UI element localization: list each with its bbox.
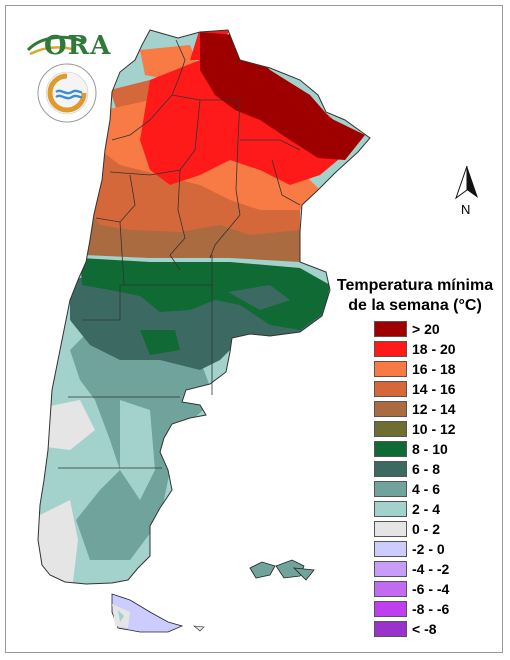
legend-item: 4 - 6	[374, 480, 504, 500]
north-label: N	[461, 202, 471, 217]
legend-label: 12 - 14	[412, 401, 456, 417]
legend-swatch	[374, 541, 407, 557]
smn-emblem-icon	[37, 63, 97, 123]
legend-swatch	[374, 621, 407, 637]
legend-swatch	[374, 441, 407, 457]
legend-label: -6 - -4	[412, 581, 450, 597]
legend-swatch	[374, 581, 407, 597]
legend-label: 2 - 4	[412, 501, 441, 517]
legend-item: 12 - 14	[374, 400, 504, 420]
north-arrow-icon	[455, 165, 478, 200]
legend-item: 8 - 10	[374, 440, 504, 460]
legend-label: 18 - 20	[412, 341, 456, 357]
legend-swatch	[374, 561, 407, 577]
legend-swatch	[374, 401, 407, 417]
malvinas-islands	[249, 559, 315, 581]
legend-swatch	[374, 381, 407, 397]
ora-leaf-icon	[26, 35, 85, 56]
legend-swatch	[374, 481, 407, 497]
legend-items: > 20 18 - 20 16 - 18 14 - 16 12 - 14 10 - 12 8…	[374, 320, 504, 640]
legend-item: 0 - 2	[374, 520, 504, 540]
legend-item: 14 - 16	[374, 380, 504, 400]
smn-logo	[36, 62, 98, 124]
legend-item: 18 - 20	[374, 340, 504, 360]
legend-item: -8 - -6	[374, 600, 504, 620]
legend-title-line1: Temperatura mínima	[336, 277, 494, 294]
legend-label: 16 - 18	[412, 361, 456, 377]
legend-label: 8 - 10	[412, 441, 448, 457]
legend-label: -4 - -2	[412, 561, 450, 577]
legend-item: 10 - 12	[374, 420, 504, 440]
legend-item: -4 - -2	[374, 560, 504, 580]
legend-label: 10 - 12	[412, 421, 456, 437]
legend-item: -6 - -4	[374, 580, 504, 600]
legend-label: 6 - 8	[412, 461, 441, 477]
tierra-del-fuego	[111, 593, 205, 633]
province-borders	[37, 29, 371, 585]
legend-label: 0 - 2	[412, 521, 441, 537]
legend-item: 6 - 8	[374, 460, 504, 480]
legend-item: 16 - 18	[374, 360, 504, 380]
legend-swatch	[374, 421, 407, 437]
legend-title-line2: de la semana (°C)	[348, 297, 482, 314]
legend-item: < -8	[374, 620, 504, 640]
legend-item: -2 - 0	[374, 540, 504, 560]
legend-swatch	[374, 361, 407, 377]
legend-swatch	[374, 341, 407, 357]
legend-swatch	[374, 601, 407, 617]
legend-swatch	[374, 501, 407, 517]
legend-label: 4 - 6	[412, 481, 441, 497]
legend-item: 2 - 4	[374, 500, 504, 520]
legend-title: Temperatura mínima de la semana (°C)	[326, 276, 504, 316]
legend: Temperatura mínima de la semana (°C) > 2…	[326, 276, 504, 637]
legend-item: > 20	[374, 320, 504, 340]
legend-label: -8 - -6	[412, 601, 450, 617]
legend-label: < -8	[412, 621, 437, 637]
legend-swatch	[374, 461, 407, 477]
ora-logo-text: ORA	[44, 31, 112, 61]
legend-swatch	[374, 521, 407, 537]
legend-label: -2 - 0	[412, 541, 445, 557]
legend-swatch	[374, 321, 407, 337]
legend-label: > 20	[412, 321, 440, 337]
legend-label: 14 - 16	[412, 381, 456, 397]
ora-logo: ORA	[26, 28, 110, 62]
north-arrow: N	[452, 164, 482, 220]
